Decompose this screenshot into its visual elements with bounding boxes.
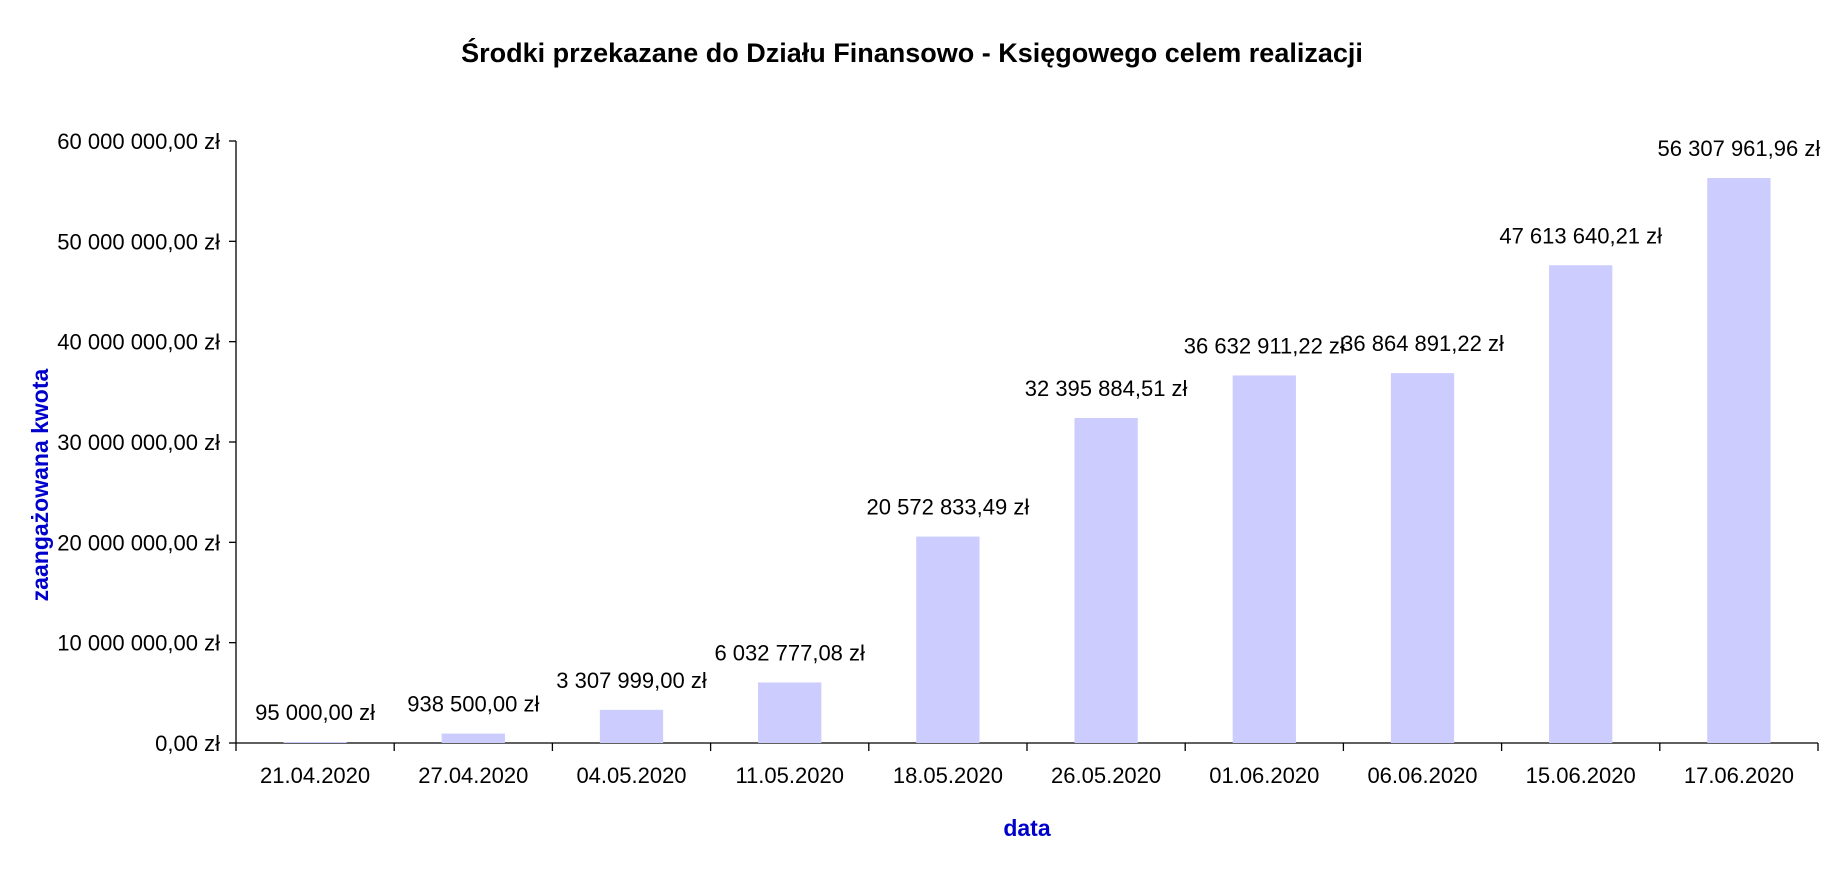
y-tick-label: 20 000 000,00 zł	[57, 530, 220, 555]
y-tick-label: 30 000 000,00 zł	[57, 430, 220, 455]
data-label: 3 307 999,00 zł	[556, 668, 707, 693]
bar	[441, 733, 505, 743]
y-ticks: 0,00 zł 10 000 000,00 zł 20 000 000,00 zł 3…	[57, 129, 236, 756]
x-tick-label: 27.04.2020	[418, 763, 528, 788]
data-label: 36 632 911,22 zł	[1184, 333, 1345, 358]
bars	[283, 178, 1771, 743]
y-tick-label: 40 000 000,00 zł	[57, 330, 220, 355]
y-tick-label: 10 000 000,00 zł	[57, 631, 220, 656]
data-label: 6 032 777,08 zł	[714, 640, 865, 665]
bar	[1232, 375, 1296, 743]
y-tick-label: 0,00 zł	[155, 731, 220, 756]
data-label: 47 613 640,21 zł	[1499, 223, 1662, 248]
chart-title: Środki przekazane do Działu Finansowo - …	[461, 37, 1363, 68]
data-label: 32 395 884,51 zł	[1025, 376, 1188, 401]
y-axis-title: zaangażowana kwota	[27, 368, 53, 601]
data-label: 36 864 891,22 zł	[1341, 331, 1504, 356]
bar	[916, 536, 980, 743]
x-ticks: 21.04.2020 27.04.2020 04.05.2020 11.05.2020…	[235, 743, 1819, 788]
data-label: 56 307 961,96 zł	[1658, 136, 1821, 161]
x-tick-label: 17.06.2020	[1684, 763, 1794, 788]
bar	[758, 682, 822, 743]
bar	[1074, 417, 1138, 743]
bar	[599, 709, 664, 743]
data-label: 20 572 833,49 zł	[867, 495, 1030, 520]
data-labels: 95 000,00 zł 938 500,00 zł 3 307 999,00 zł…	[255, 136, 1820, 725]
x-tick-label: 11.05.2020	[735, 763, 843, 788]
x-tick-label: 26.05.2020	[1051, 763, 1161, 788]
bar	[1390, 373, 1455, 743]
x-tick-label: 18.05.2020	[893, 763, 1003, 788]
bar	[1707, 178, 1771, 743]
x-tick-label: 21.04.2020	[260, 763, 370, 788]
x-tick-label: 06.06.2020	[1367, 763, 1477, 788]
x-axis-title: data	[1003, 815, 1051, 841]
y-tick-label: 50 000 000,00 zł	[57, 229, 220, 254]
data-label: 95 000,00 zł	[255, 700, 375, 725]
bar	[1549, 265, 1613, 743]
data-label: 938 500,00 zł	[407, 692, 539, 717]
x-tick-label: 15.06.2020	[1526, 763, 1636, 788]
y-tick-label: 60 000 000,00 zł	[57, 129, 220, 154]
x-tick-label: 04.05.2020	[576, 763, 686, 788]
x-tick-label: 01.06.2020	[1209, 763, 1319, 788]
bar	[283, 742, 347, 743]
